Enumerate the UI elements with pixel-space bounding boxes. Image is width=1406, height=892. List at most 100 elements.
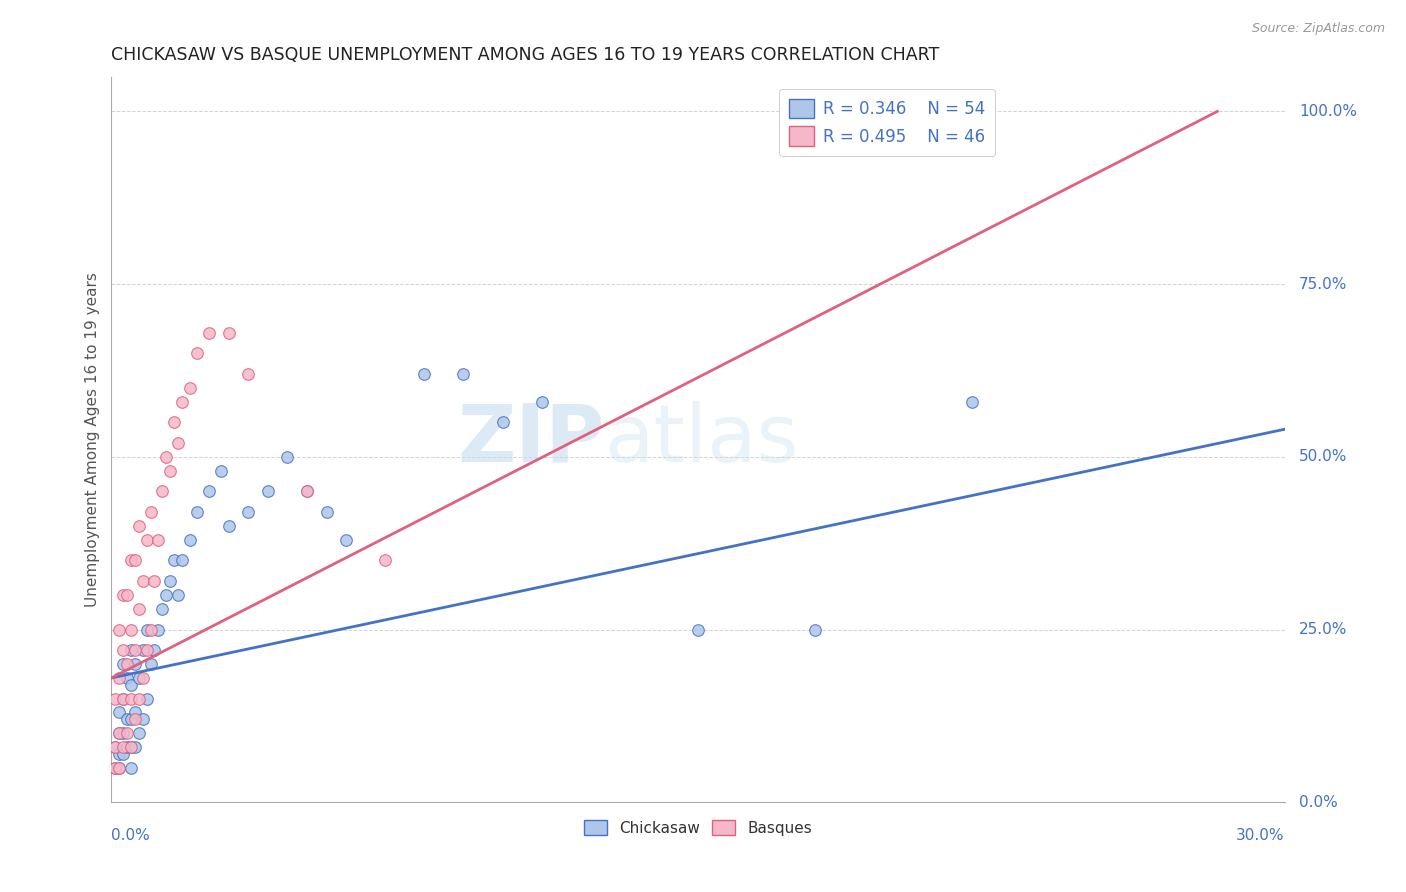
- Point: [883, 104, 905, 119]
- Point: [112, 747, 135, 761]
- Text: ZIP: ZIP: [457, 401, 605, 479]
- Point: [115, 588, 138, 602]
- Point: [120, 739, 142, 754]
- Point: [135, 533, 157, 547]
- Point: [124, 706, 146, 720]
- Point: [112, 691, 135, 706]
- Point: [139, 623, 162, 637]
- Point: [155, 450, 177, 464]
- Point: [128, 602, 150, 616]
- Point: [108, 671, 131, 685]
- Point: [112, 691, 135, 706]
- Point: [148, 533, 170, 547]
- Point: [128, 691, 150, 706]
- Point: [131, 574, 153, 589]
- Text: 30.0%: 30.0%: [1236, 828, 1285, 843]
- Point: [139, 505, 162, 519]
- Point: [108, 706, 131, 720]
- Point: [108, 761, 131, 775]
- Point: [115, 739, 138, 754]
- Point: [124, 712, 146, 726]
- Point: [159, 574, 181, 589]
- Point: [135, 643, 157, 657]
- Point: [104, 739, 127, 754]
- Point: [115, 726, 138, 740]
- Text: Source: ZipAtlas.com: Source: ZipAtlas.com: [1251, 22, 1385, 36]
- Text: 75.0%: 75.0%: [1299, 277, 1347, 292]
- Point: [115, 657, 138, 672]
- Point: [198, 326, 221, 340]
- Point: [108, 726, 131, 740]
- Point: [198, 484, 221, 499]
- Point: [218, 519, 240, 533]
- Point: [104, 761, 127, 775]
- Point: [186, 346, 208, 360]
- Point: [135, 691, 157, 706]
- Point: [179, 533, 201, 547]
- Point: [104, 761, 127, 775]
- Point: [143, 643, 166, 657]
- Point: [453, 367, 475, 381]
- Point: [167, 588, 190, 602]
- Point: [120, 691, 142, 706]
- Point: [167, 436, 190, 450]
- Point: [374, 553, 396, 567]
- Legend: Chickasaw, Basques: Chickasaw, Basques: [578, 814, 818, 842]
- Text: 50.0%: 50.0%: [1299, 450, 1347, 465]
- Point: [112, 739, 135, 754]
- Point: [104, 739, 127, 754]
- Point: [960, 394, 983, 409]
- Point: [124, 643, 146, 657]
- Point: [159, 464, 181, 478]
- Text: 25.0%: 25.0%: [1299, 622, 1347, 637]
- Point: [155, 588, 177, 602]
- Point: [108, 726, 131, 740]
- Y-axis label: Unemployment Among Ages 16 to 19 years: Unemployment Among Ages 16 to 19 years: [86, 272, 100, 607]
- Point: [688, 623, 710, 637]
- Point: [120, 678, 142, 692]
- Point: [238, 367, 260, 381]
- Point: [131, 671, 153, 685]
- Point: [131, 712, 153, 726]
- Point: [143, 574, 166, 589]
- Text: 0.0%: 0.0%: [1299, 795, 1337, 810]
- Point: [163, 553, 186, 567]
- Point: [124, 657, 146, 672]
- Point: [108, 623, 131, 637]
- Point: [128, 726, 150, 740]
- Point: [131, 643, 153, 657]
- Point: [104, 691, 127, 706]
- Point: [120, 623, 142, 637]
- Point: [139, 657, 162, 672]
- Point: [804, 623, 827, 637]
- Point: [112, 726, 135, 740]
- Point: [276, 450, 298, 464]
- Text: atlas: atlas: [605, 401, 799, 479]
- Point: [170, 394, 193, 409]
- Point: [315, 505, 337, 519]
- Point: [491, 415, 513, 429]
- Point: [120, 761, 142, 775]
- Point: [295, 484, 318, 499]
- Point: [209, 464, 232, 478]
- Point: [150, 484, 173, 499]
- Point: [135, 623, 157, 637]
- Point: [128, 671, 150, 685]
- Point: [112, 588, 135, 602]
- Point: [124, 553, 146, 567]
- Point: [128, 519, 150, 533]
- Text: 100.0%: 100.0%: [1299, 104, 1357, 119]
- Point: [120, 643, 142, 657]
- Point: [186, 505, 208, 519]
- Text: CHICKASAW VS BASQUE UNEMPLOYMENT AMONG AGES 16 TO 19 YEARS CORRELATION CHART: CHICKASAW VS BASQUE UNEMPLOYMENT AMONG A…: [111, 46, 939, 64]
- Point: [335, 533, 357, 547]
- Point: [170, 553, 193, 567]
- Point: [218, 326, 240, 340]
- Point: [120, 553, 142, 567]
- Point: [179, 381, 201, 395]
- Point: [124, 739, 146, 754]
- Point: [108, 761, 131, 775]
- Point: [295, 484, 318, 499]
- Point: [112, 657, 135, 672]
- Point: [120, 712, 142, 726]
